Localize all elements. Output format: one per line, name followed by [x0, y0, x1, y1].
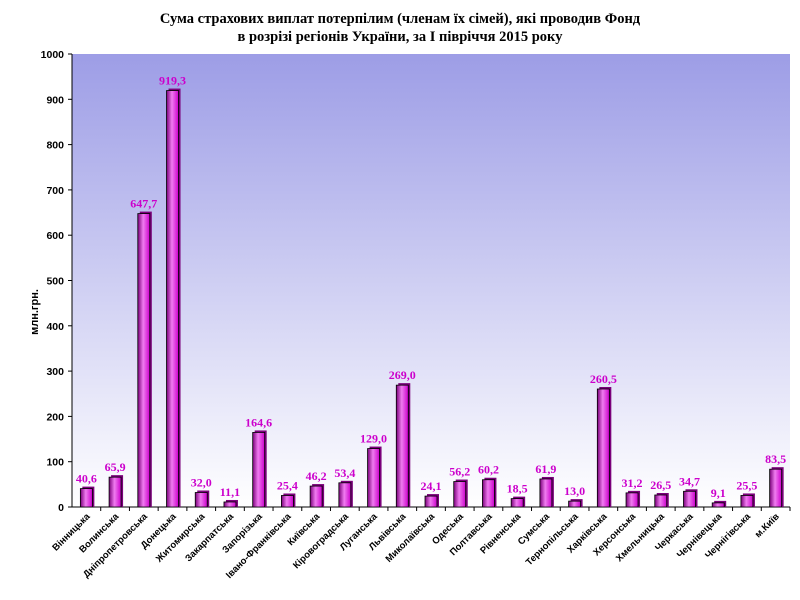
data-label: 56,2 — [449, 465, 470, 479]
bar — [280, 493, 296, 508]
y-tick-label: 500 — [46, 276, 64, 288]
chart-subtitle: в розрізі регіонів України, за І піврічч… — [237, 29, 563, 45]
data-label: 40,6 — [76, 472, 97, 486]
bar-body — [108, 476, 122, 508]
bar — [252, 430, 267, 508]
bar-body — [194, 492, 208, 508]
y-tick-label: 800 — [46, 140, 64, 152]
bar-body — [79, 488, 93, 508]
data-label: 24,1 — [421, 479, 442, 493]
bar-body — [280, 495, 294, 508]
bar — [769, 467, 784, 508]
bar-body — [596, 388, 610, 508]
plot-area — [72, 54, 790, 507]
data-label: 269,0 — [389, 368, 416, 382]
bar-body — [223, 501, 237, 508]
data-label: 25,5 — [736, 478, 757, 492]
bar — [596, 386, 612, 508]
bar — [367, 446, 382, 508]
bar-body — [395, 384, 409, 508]
bar — [338, 480, 353, 508]
bar-body — [711, 502, 725, 508]
bar — [137, 211, 152, 508]
bar-body — [137, 213, 151, 508]
x-tick-label: м.Київ — [753, 511, 782, 540]
bar-body — [309, 485, 323, 508]
x-tick-label: Житомирська — [153, 511, 208, 566]
data-label: 164,6 — [245, 415, 272, 429]
data-label: 9,1 — [711, 486, 726, 500]
bar — [166, 88, 181, 508]
data-label: 32,0 — [191, 476, 212, 490]
data-label: 60,2 — [478, 463, 499, 477]
y-tick-label: 400 — [46, 321, 64, 333]
data-label: 61,9 — [535, 462, 556, 476]
bar — [108, 475, 124, 508]
chart-title-block: Сума страхових виплат потерпілим (членам… — [0, 10, 800, 46]
y-tick-label: 0 — [58, 502, 64, 514]
bar-body — [367, 448, 380, 508]
bar-body — [338, 482, 352, 508]
bar — [424, 494, 439, 508]
bar-body — [683, 490, 696, 508]
bar-body — [769, 468, 783, 508]
bar — [309, 484, 325, 508]
bar — [568, 499, 583, 508]
bar — [711, 500, 727, 508]
data-label: 11,1 — [220, 485, 240, 499]
bar — [395, 383, 411, 508]
bar-body — [539, 478, 553, 508]
bar — [79, 486, 95, 508]
y-axis-label: млн.грн. — [29, 289, 41, 335]
y-tick-label: 600 — [46, 230, 64, 242]
data-label: 13,0 — [564, 484, 585, 498]
bar — [683, 489, 698, 508]
data-label: 65,9 — [105, 460, 126, 474]
bar-body — [424, 495, 438, 508]
data-label: 260,5 — [590, 372, 617, 386]
chart-title: Сума страхових виплат потерпілим (членам… — [159, 11, 641, 27]
bar — [625, 490, 641, 508]
bar-body — [482, 479, 495, 508]
y-tick-label: 300 — [46, 366, 64, 378]
bar — [510, 496, 526, 508]
y-tick-label: 700 — [46, 185, 64, 197]
bar — [223, 499, 238, 508]
data-label: 25,4 — [277, 478, 298, 492]
y-tick-label: 900 — [46, 94, 64, 106]
bar — [539, 476, 554, 508]
bar — [740, 493, 755, 508]
bar-body — [252, 432, 266, 508]
bar-body — [166, 90, 179, 508]
y-tick-label: 200 — [46, 411, 64, 423]
bar — [194, 490, 210, 508]
y-tick-label: 100 — [46, 457, 64, 469]
data-label: 18,5 — [507, 482, 528, 496]
data-label: 46,2 — [306, 469, 327, 483]
bar-body — [453, 481, 467, 508]
data-label: 26,5 — [650, 478, 671, 492]
bar-body — [510, 498, 524, 508]
data-label: 919,3 — [159, 74, 186, 88]
y-tick-label: 1000 — [41, 49, 65, 61]
data-label: 34,7 — [679, 474, 700, 488]
data-label: 647,7 — [130, 197, 157, 211]
bar — [654, 492, 669, 508]
data-label: 31,2 — [622, 476, 643, 490]
bar — [482, 477, 497, 508]
bar — [453, 479, 468, 508]
data-label: 53,4 — [334, 466, 355, 480]
bar-body — [625, 492, 639, 508]
data-label: 83,5 — [765, 452, 786, 466]
bar-body — [568, 500, 581, 508]
bar-body — [654, 494, 668, 508]
data-label: 129,0 — [360, 432, 387, 446]
bar-body — [740, 495, 754, 508]
